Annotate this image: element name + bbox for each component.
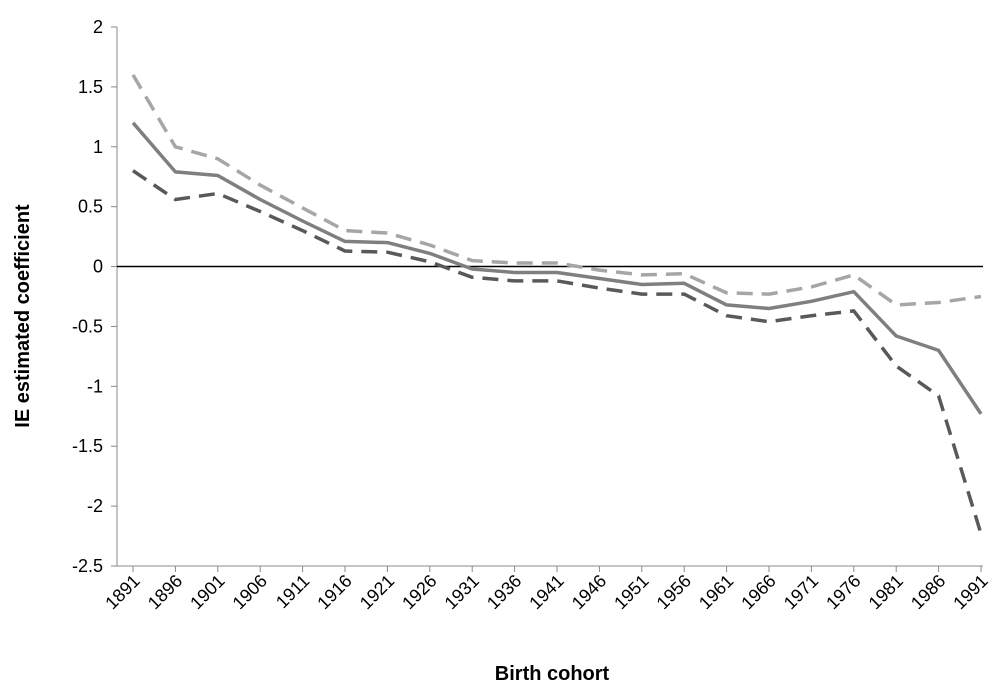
x-tick-label: 1956 bbox=[653, 571, 695, 613]
y-tick-label: 1.5 bbox=[78, 77, 103, 97]
x-axis: 1891 1896 1901 1906 1911 1916 1921 1926 1931 1936… bbox=[101, 565, 992, 613]
series-line-2 bbox=[131, 121, 983, 415]
x-tick-label: 1896 bbox=[144, 571, 186, 613]
x-tick-label: 1946 bbox=[568, 571, 610, 613]
y-tick-label: 2 bbox=[93, 17, 103, 37]
x-tick-label: 1951 bbox=[610, 571, 652, 613]
y-axis-title: IE estimated coefficient bbox=[12, 204, 34, 428]
x-tick-label: 1921 bbox=[356, 571, 398, 613]
x-tick-label: 1936 bbox=[483, 571, 525, 613]
x-tick-label: 1941 bbox=[525, 571, 567, 613]
series-line-1 bbox=[131, 74, 982, 307]
y-tick-label: -1.5 bbox=[72, 436, 103, 456]
x-tick-label: 1966 bbox=[737, 571, 779, 613]
x-tick-label: 1891 bbox=[101, 571, 143, 613]
y-tick-label: -2.5 bbox=[72, 556, 103, 576]
x-axis-title: Birth cohort bbox=[495, 663, 610, 685]
x-tick-label: 1916 bbox=[313, 571, 355, 613]
y-tick-label: -1 bbox=[87, 376, 103, 396]
series-group bbox=[131, 74, 983, 535]
x-tick-label: 1926 bbox=[398, 571, 440, 613]
y-tick-label: 1 bbox=[93, 137, 103, 157]
x-tick-label: 1981 bbox=[865, 571, 907, 613]
x-tick-label: 1901 bbox=[186, 571, 228, 613]
x-tick-label: 1961 bbox=[695, 571, 737, 613]
x-tick-label: 1991 bbox=[949, 571, 991, 613]
x-tick-label: 1971 bbox=[780, 571, 822, 613]
x-tick-label: 1986 bbox=[907, 571, 949, 613]
y-tick-label: 0.5 bbox=[78, 197, 103, 217]
x-tick-label: 1976 bbox=[822, 571, 864, 613]
series-line-3 bbox=[132, 169, 983, 535]
x-tick-label: 1931 bbox=[441, 571, 483, 613]
y-axis: 2 1.5 1 0.5 0 -0.5 -1 -1.5 -2 -2.5 bbox=[72, 17, 118, 576]
x-tick-label: 1911 bbox=[272, 571, 314, 613]
y-tick-label: 0 bbox=[93, 257, 103, 277]
y-tick-label: -0.5 bbox=[72, 316, 103, 336]
x-tick-label: 1906 bbox=[229, 571, 271, 613]
y-tick-label: -2 bbox=[87, 496, 103, 516]
